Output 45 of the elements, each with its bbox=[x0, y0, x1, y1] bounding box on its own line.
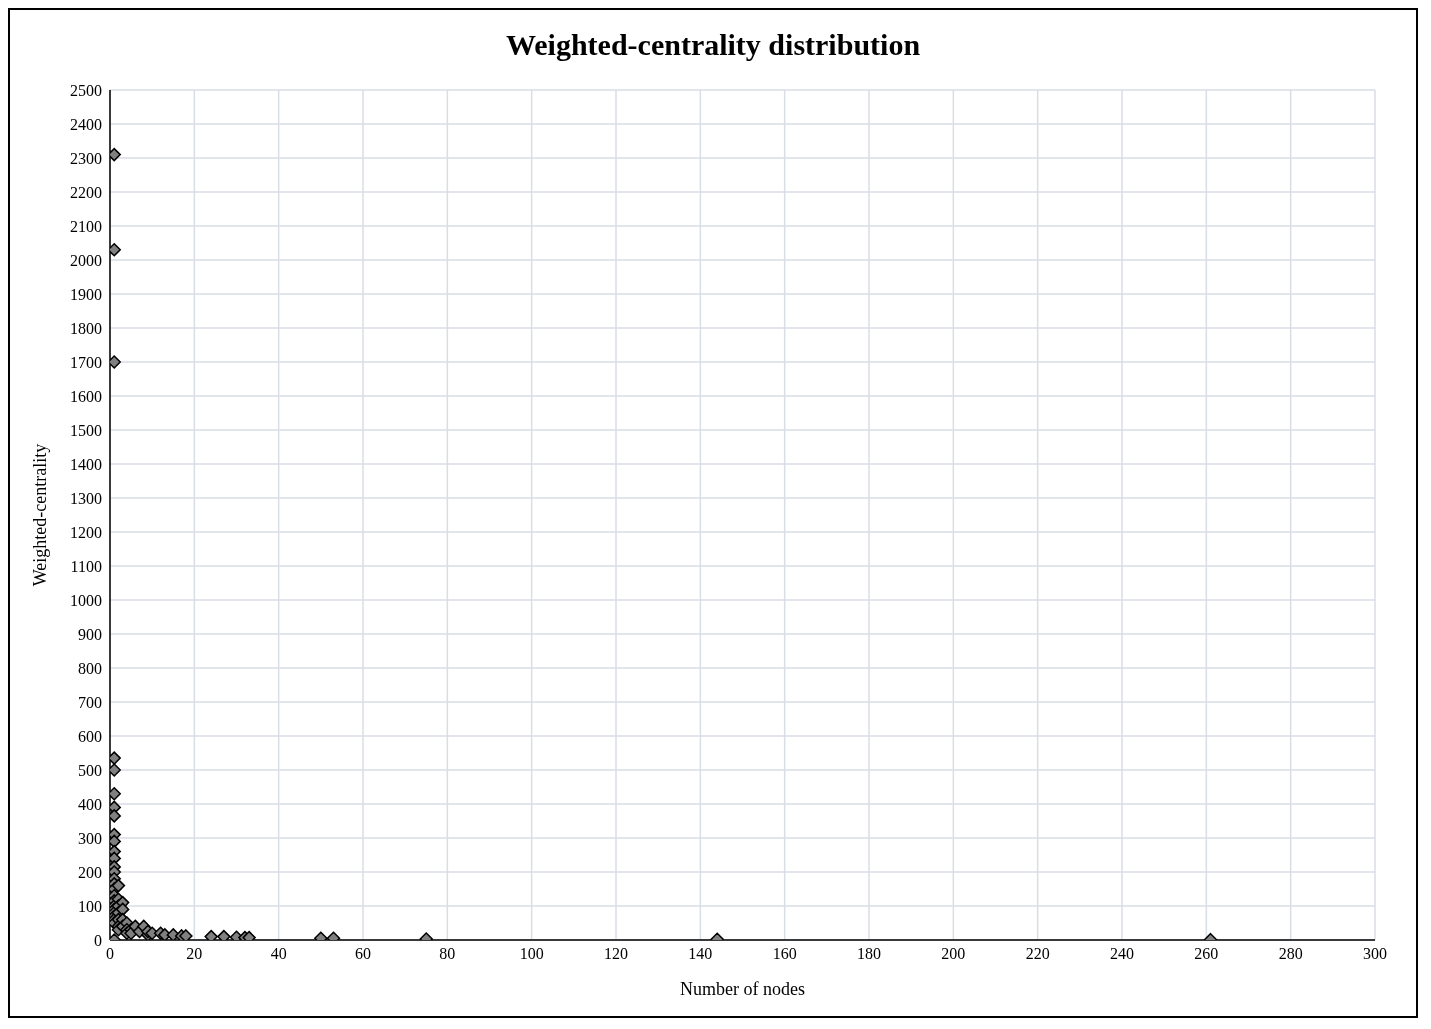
y-tick-label: 1000 bbox=[70, 591, 102, 609]
y-axis-title: Weighted-centrality bbox=[30, 443, 51, 587]
y-tick-label: 700 bbox=[78, 693, 102, 711]
x-tick-label: 140 bbox=[688, 945, 713, 963]
x-tick-label: 180 bbox=[857, 945, 881, 963]
y-tick-label: 900 bbox=[78, 625, 102, 643]
y-tick-label: 500 bbox=[78, 761, 102, 779]
y-tick-label: 100 bbox=[78, 897, 102, 915]
x-tick-label: 120 bbox=[604, 945, 628, 963]
x-tick-label: 280 bbox=[1278, 945, 1303, 963]
y-tick-label: 1800 bbox=[70, 319, 102, 337]
y-tick-label: 2500 bbox=[70, 81, 102, 99]
chart-title: Weighted-centrality distribution bbox=[504, 27, 922, 63]
x-tick-label: 300 bbox=[1363, 945, 1387, 963]
x-axis-title: Number of nodes bbox=[680, 979, 805, 999]
x-tick-label: 80 bbox=[439, 945, 456, 963]
y-tick-label: 300 bbox=[78, 829, 102, 847]
y-tick-label: 800 bbox=[78, 659, 102, 677]
y-tick-label: 2200 bbox=[70, 183, 102, 201]
x-tick-label: 100 bbox=[519, 945, 544, 963]
y-tick-label: 2000 bbox=[70, 251, 102, 269]
y-tick-label: 1300 bbox=[70, 489, 102, 507]
x-tick-label: 220 bbox=[1025, 945, 1050, 963]
x-tick-label: 0 bbox=[106, 945, 114, 963]
x-tick-label: 200 bbox=[941, 945, 966, 963]
x-tick-label: 240 bbox=[1110, 945, 1134, 963]
y-tick-label: 600 bbox=[78, 727, 102, 745]
y-tick-label: 1400 bbox=[70, 455, 102, 473]
x-tick-label: 260 bbox=[1194, 945, 1219, 963]
x-tick-label: 60 bbox=[355, 945, 371, 963]
y-tick-label: 1100 bbox=[70, 557, 102, 575]
y-tick-label: 2400 bbox=[70, 115, 102, 133]
y-tick-label: 1600 bbox=[70, 387, 102, 405]
y-tick-label: 1700 bbox=[70, 353, 102, 371]
y-tick-label: 2100 bbox=[70, 217, 102, 235]
y-tick-label: 1500 bbox=[70, 421, 102, 439]
y-tick-label: 400 bbox=[78, 795, 102, 813]
x-tick-label: 20 bbox=[186, 945, 203, 963]
y-tick-label: 1200 bbox=[70, 523, 102, 541]
y-tick-label: 0 bbox=[94, 931, 102, 949]
x-tick-label: 160 bbox=[772, 945, 797, 963]
y-tick-label: 200 bbox=[78, 863, 102, 881]
x-tick-label: 40 bbox=[270, 945, 287, 963]
y-tick-label: 1900 bbox=[70, 285, 102, 303]
y-tick-label: 2300 bbox=[70, 149, 102, 167]
